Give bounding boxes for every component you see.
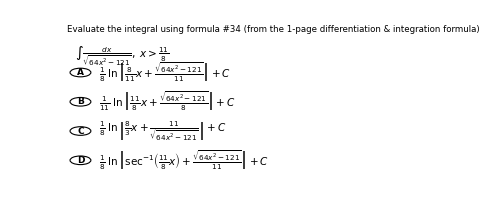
Circle shape (70, 127, 91, 135)
Circle shape (70, 68, 91, 77)
Text: $\frac{1}{8}\;\ln\left|\sec^{-1}\!\left(\frac{11}{8}x\right)+\frac{\sqrt{64x^2-1: $\frac{1}{8}\;\ln\left|\sec^{-1}\!\left(… (99, 149, 269, 172)
Circle shape (70, 156, 91, 165)
Text: C: C (77, 127, 84, 136)
Text: $\frac{1}{8}\;\ln\left|\frac{8}{11}x+\frac{\sqrt{64x^2-121}}{11}\right|+C$: $\frac{1}{8}\;\ln\left|\frac{8}{11}x+\fr… (99, 61, 231, 84)
Text: D: D (77, 156, 84, 165)
Text: B: B (77, 97, 84, 106)
Text: $\int \frac{dx}{\sqrt{64x^2-121}},\;x>\frac{11}{8}$: $\int \frac{dx}{\sqrt{64x^2-121}},\;x>\f… (75, 44, 169, 68)
Text: Evaluate the integral using formula #34 (from the 1-page differentiation & integ: Evaluate the integral using formula #34 … (67, 25, 480, 34)
Circle shape (70, 97, 91, 106)
Text: A: A (77, 68, 84, 77)
Text: $\frac{1}{8}\;\ln\left|\frac{8}{3}x+\frac{11}{\sqrt{64x^2-121}}\right|+C$: $\frac{1}{8}\;\ln\left|\frac{8}{3}x+\fra… (99, 119, 227, 143)
Text: $\frac{1}{11}\;\ln\left|\frac{11}{8}x+\frac{\sqrt{64x^2-121}}{8}\right|+C$: $\frac{1}{11}\;\ln\left|\frac{11}{8}x+\f… (99, 90, 236, 113)
